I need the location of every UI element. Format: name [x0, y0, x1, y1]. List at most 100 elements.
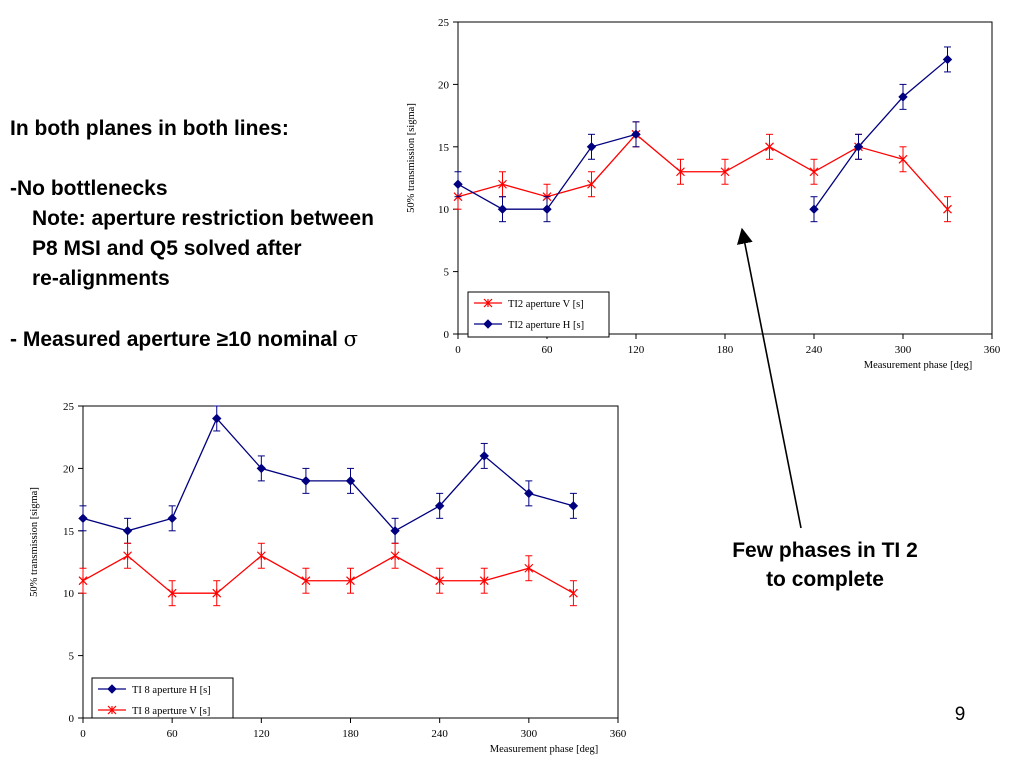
- callout-text: Few phases in TI 2 to complete: [680, 536, 970, 594]
- x-tick-label: 180: [717, 344, 734, 356]
- y-tick-label: 0: [69, 713, 75, 725]
- diamond-marker: [212, 413, 222, 424]
- star-marker: [587, 179, 596, 189]
- star-marker: [107, 705, 117, 715]
- x-tick-label: 120: [253, 728, 270, 740]
- y-axis-label: 50% transmission [sigma]: [406, 103, 417, 213]
- spacer: [10, 294, 450, 324]
- star-marker: [483, 298, 493, 308]
- diamond-marker: [568, 501, 579, 511]
- star-marker: [524, 563, 534, 573]
- y-tick-label: 20: [438, 79, 450, 91]
- bullet-text-block: In both planes in both lines: -No bottle…: [10, 114, 450, 355]
- bullet-heading: In both planes in both lines:: [10, 117, 289, 140]
- legend-entry: TI 8 aperture H [s]: [132, 685, 211, 696]
- x-tick-label: 360: [984, 344, 1001, 356]
- diamond-marker: [524, 488, 534, 499]
- star-marker: [720, 167, 730, 177]
- star-marker: [765, 142, 774, 152]
- diamond-marker: [586, 142, 597, 152]
- star-marker: [568, 588, 578, 598]
- diamond-marker: [542, 204, 552, 214]
- spacer: [10, 144, 450, 174]
- diamond-marker: [809, 204, 819, 214]
- bullet-item-measured-aperture: - Measured aperture ≥10 nominal σ: [10, 324, 450, 355]
- x-tick-label: 60: [542, 344, 554, 356]
- legend-box: [467, 291, 610, 338]
- star-marker: [301, 576, 311, 586]
- star-marker: [435, 576, 445, 586]
- x-axis-label: Measurement phase [deg]: [864, 360, 972, 371]
- y-tick-label: 15: [63, 526, 75, 538]
- diamond-marker: [390, 526, 400, 536]
- x-tick-label: 0: [80, 728, 86, 740]
- star-marker: [390, 551, 400, 561]
- series-line: [813, 58, 948, 210]
- star-marker: [676, 167, 685, 177]
- star-marker: [346, 576, 355, 586]
- star-marker: [78, 576, 88, 586]
- star-marker: [898, 154, 908, 164]
- diamond-marker: [483, 319, 493, 329]
- ti2-chart: 0 5 10 15 20 25 0 60 120 180 240 300 360 Measurement …: [406, 17, 1001, 371]
- x-tick-label: 60: [167, 728, 179, 740]
- ti8-chart: 0 5 10 15 20 25 0 60 120 180 240 300 360 Measurement …: [29, 401, 627, 755]
- diamond-marker: [78, 513, 88, 524]
- diamond-marker: [898, 92, 908, 102]
- star-marker: [809, 167, 819, 177]
- series-line: [82, 417, 574, 532]
- bullet-item-text: - Measured aperture ≥10 nominal: [10, 328, 344, 351]
- x-tick-label: 360: [610, 728, 627, 740]
- diamond-marker: [497, 204, 508, 214]
- y-tick-label: 15: [438, 142, 450, 154]
- callout-line-1: Few phases in TI 2: [732, 539, 918, 562]
- star-marker: [123, 551, 133, 561]
- y-tick-label: 0: [444, 329, 450, 341]
- y-tick-label: 10: [63, 588, 75, 600]
- series-line: [82, 554, 574, 594]
- series-line: [457, 133, 948, 210]
- x-tick-label: 180: [342, 728, 359, 740]
- diamond-marker: [479, 451, 489, 461]
- y-tick-label: 20: [63, 463, 75, 475]
- legend-entry: TI 8 aperture V [s]: [132, 706, 210, 717]
- x-tick-label: 120: [628, 344, 645, 356]
- x-tick-label: 240: [431, 728, 448, 740]
- star-marker: [167, 588, 177, 598]
- y-axis-label: 50% transmission [sigma]: [29, 487, 40, 597]
- x-tick-label: 240: [806, 344, 823, 356]
- star-marker: [498, 179, 507, 189]
- diamond-marker: [453, 179, 463, 189]
- diamond-marker: [631, 129, 641, 140]
- page-number: 9: [954, 704, 966, 725]
- diamond-marker: [122, 526, 133, 536]
- star-marker: [479, 576, 489, 586]
- diamond-marker: [107, 684, 117, 694]
- star-marker: [256, 551, 266, 561]
- bullet-dash: -: [10, 177, 17, 200]
- diamond-marker: [345, 476, 356, 486]
- diamond-marker: [853, 142, 864, 152]
- y-tick-label: 5: [69, 651, 75, 663]
- diamond-marker: [167, 513, 177, 524]
- x-tick-label: 300: [895, 344, 912, 356]
- note-line-1: Note: aperture restriction between: [32, 207, 374, 230]
- y-tick-label: 25: [438, 17, 450, 29]
- legend-entry: TI2 aperture V [s]: [508, 299, 584, 310]
- note-line-2: P8 MSI and Q5 solved after: [32, 237, 302, 260]
- bullet-item-text: No bottlenecks: [17, 177, 168, 200]
- y-tick-label: 25: [63, 401, 75, 413]
- star-marker: [943, 204, 952, 214]
- diamond-marker: [942, 54, 953, 65]
- diamond-marker: [434, 501, 445, 511]
- star-marker: [212, 588, 222, 598]
- x-axis-label: Measurement phase [deg]: [490, 744, 598, 755]
- plot-area: [82, 405, 619, 719]
- legend-box: [91, 677, 234, 719]
- bullet-item-no-bottlenecks: -No bottlenecks: [10, 174, 450, 204]
- legend-entry: TI2 aperture H [s]: [508, 320, 584, 331]
- y-tick-label: 10: [438, 204, 450, 216]
- y-tick-label: 5: [444, 267, 450, 279]
- x-tick-label: 300: [521, 728, 538, 740]
- x-tick-label: 0: [455, 344, 461, 356]
